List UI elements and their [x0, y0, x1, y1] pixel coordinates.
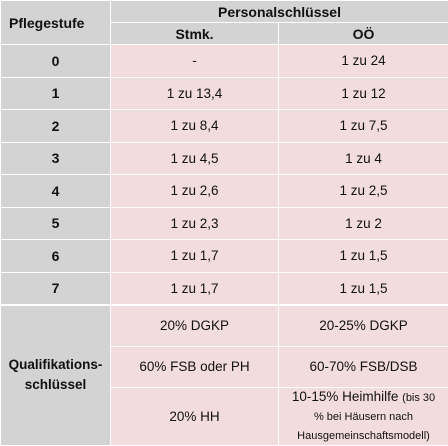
cell-stmk-qual: 60% FSB oder PH [111, 346, 279, 387]
table-row: 7 1 zu 1,7 1 zu 1,5 [1, 272, 448, 305]
header-pflegestufe: Pflegestufe [1, 1, 111, 45]
qualification-label-line2: schlüssel [25, 377, 87, 392]
table-row: 6 1 zu 1,7 1 zu 1,5 [1, 240, 448, 273]
cell-oo-qual-last: 10-15% Heimhilfe (bis 30 % bei Häusern n… [279, 387, 448, 445]
cell-oo-qual: 60-70% FSB/DSB [279, 346, 448, 387]
oo-note-part3: Hausgemeinschaftsmodell) [297, 430, 430, 442]
row-stufe: 7 [1, 272, 111, 305]
cell-stmk-qual: 20% DGKP [111, 305, 279, 347]
header-personalschluessel: Personalschlüssel [111, 1, 448, 23]
cell-oo: 1 zu 7,5 [279, 110, 448, 143]
cell-stmk: 1 zu 13,4 [111, 77, 279, 110]
cell-oo: 1 zu 1,5 [279, 240, 448, 273]
header-oo: OÖ [279, 23, 448, 45]
cell-stmk: - [111, 45, 279, 78]
row-stufe: 1 [1, 77, 111, 110]
row-stufe: 5 [1, 207, 111, 240]
row-stufe: 3 [1, 142, 111, 175]
cell-stmk: 1 zu 2,3 [111, 207, 279, 240]
table-row: 4 1 zu 2,6 1 zu 2,5 [1, 175, 448, 208]
qualification-label: Qualifikations- schlüssel [1, 305, 111, 446]
cell-stmk: 1 zu 1,7 [111, 240, 279, 273]
cell-oo: 1 zu 4 [279, 142, 448, 175]
row-stufe: 6 [1, 240, 111, 273]
table-row: 2 1 zu 8,4 1 zu 7,5 [1, 110, 448, 143]
qualification-row: Qualifikations- schlüssel 20% DGKP 20-25… [1, 305, 448, 347]
oo-note-part1: (bis 30 [402, 392, 435, 404]
row-stufe: 2 [1, 110, 111, 143]
cell-oo: 1 zu 2,5 [279, 175, 448, 208]
cell-stmk-qual: 20% HH [111, 387, 279, 445]
cell-stmk: 1 zu 2,6 [111, 175, 279, 208]
cell-oo: 1 zu 1,5 [279, 272, 448, 305]
cell-oo: 1 zu 24 [279, 45, 448, 78]
cell-oo: 1 zu 2 [279, 207, 448, 240]
cell-stmk: 1 zu 4,5 [111, 142, 279, 175]
cell-oo: 1 zu 12 [279, 77, 448, 110]
table-row: 1 1 zu 13,4 1 zu 12 [1, 77, 448, 110]
cell-oo-qual: 20-25% DGKP [279, 305, 448, 347]
oo-note-part2: % bei Häusern nach [314, 411, 413, 423]
cell-stmk: 1 zu 1,7 [111, 272, 279, 305]
header-stmk: Stmk. [111, 23, 279, 45]
table-row: 5 1 zu 2,3 1 zu 2 [1, 207, 448, 240]
oo-heimhilfe-text: 10-15% Heimhilfe [292, 389, 399, 404]
cell-stmk: 1 zu 8,4 [111, 110, 279, 143]
table-row: 3 1 zu 4,5 1 zu 4 [1, 142, 448, 175]
row-stufe: 4 [1, 175, 111, 208]
qualification-label-line1: Qualifikations- [9, 357, 103, 372]
table-row: 0 - 1 zu 24 [1, 45, 448, 78]
row-stufe: 0 [1, 45, 111, 78]
